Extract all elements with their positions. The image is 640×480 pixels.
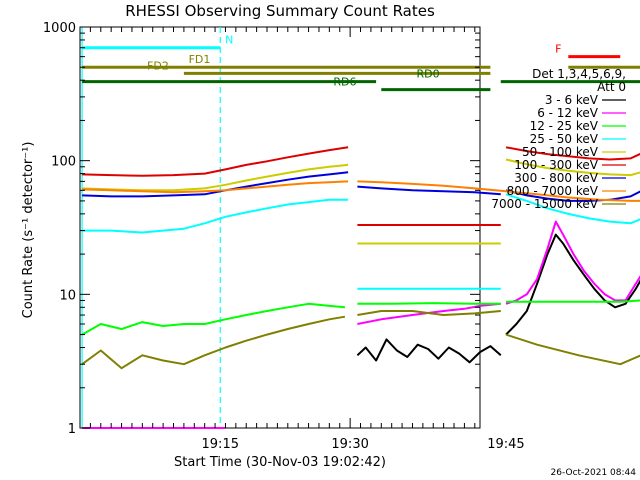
x-axis-label: Start Time (30-Nov-03 19:02:42) bbox=[174, 455, 386, 470]
series-line bbox=[505, 220, 640, 305]
state-bar-label: F bbox=[555, 43, 561, 56]
state-bar-label: FD2 bbox=[147, 59, 169, 72]
legend-entry-label: 300 - 800 keV bbox=[514, 171, 598, 185]
series-line bbox=[505, 158, 640, 177]
series-line bbox=[357, 185, 501, 196]
series-line bbox=[82, 180, 349, 194]
series-line bbox=[82, 146, 349, 177]
y-tick-label: 10 bbox=[59, 288, 76, 303]
legend-entry-label: 25 - 50 keV bbox=[530, 132, 599, 146]
state-bars: NSFFD1FD2RD0RD6 bbox=[82, 34, 640, 92]
y-tick-label: 1 bbox=[68, 422, 76, 437]
series-line bbox=[81, 302, 345, 336]
series-line bbox=[505, 146, 640, 161]
series-line bbox=[81, 315, 346, 370]
legend-entry-label: 12 - 25 keV bbox=[530, 119, 599, 133]
series-line bbox=[505, 193, 640, 225]
y-axis-label: Count Rate (s⁻¹ detector⁻¹) bbox=[21, 142, 36, 319]
series-line bbox=[505, 333, 640, 366]
series-line bbox=[357, 302, 501, 305]
legend-entry-label: 7000 - 15000 keV bbox=[491, 197, 598, 211]
legend-entry-label: 50 - 100 keV bbox=[522, 145, 599, 159]
series-line bbox=[357, 180, 640, 202]
state-bar-label: RD6 bbox=[333, 76, 356, 89]
state-bar-label: N bbox=[225, 34, 233, 47]
x-tick-label: 19:30 bbox=[331, 437, 368, 452]
vertical-markers bbox=[81, 27, 221, 428]
series-line bbox=[356, 338, 502, 364]
series-line bbox=[357, 302, 501, 325]
plot-area bbox=[79, 26, 481, 429]
timestamp: 26-Oct-2021 08:44 bbox=[551, 468, 637, 478]
x-tick-label: 19:45 bbox=[487, 437, 524, 452]
y-tick-label: 100 bbox=[51, 155, 76, 170]
series-line bbox=[505, 189, 640, 202]
legend-entry-label: 100 - 300 keV bbox=[514, 158, 598, 172]
legend-entry-label: 6 - 12 keV bbox=[537, 106, 599, 120]
chart-title: RHESSI Observing Summary Count Rates bbox=[125, 2, 435, 20]
legend-entry-label: 800 - 7000 keV bbox=[507, 184, 599, 198]
legend-header: Att 0 bbox=[597, 80, 626, 94]
series-line bbox=[357, 310, 501, 316]
series-lines bbox=[81, 146, 640, 429]
legend-header: Det 1,3,4,5,6,9, bbox=[532, 67, 626, 81]
plot-frame bbox=[79, 26, 481, 429]
legend-entry-label: 3 - 6 keV bbox=[545, 93, 599, 107]
state-bar-label: RD0 bbox=[416, 68, 439, 81]
y-tick-label: 1000 bbox=[43, 21, 76, 36]
series-line bbox=[505, 233, 640, 336]
series-line bbox=[506, 299, 640, 303]
series-line bbox=[82, 198, 349, 234]
state-bar-label: FD1 bbox=[189, 53, 211, 66]
x-tick-label: 19:15 bbox=[202, 437, 239, 452]
